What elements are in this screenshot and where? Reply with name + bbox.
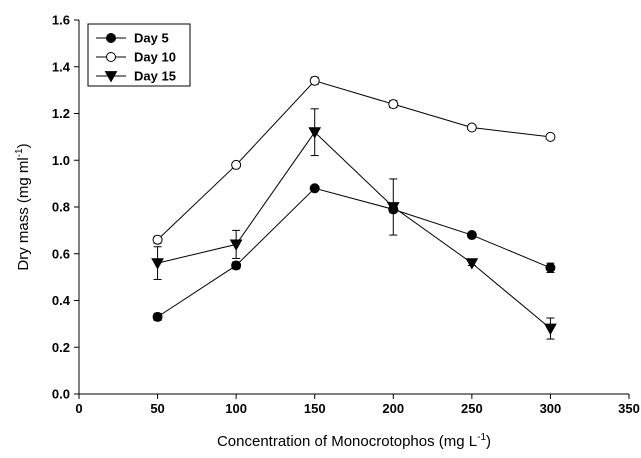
x-tick-label: 350 bbox=[618, 401, 640, 416]
data-point bbox=[309, 183, 320, 194]
y-tick-label: 0.0 bbox=[52, 387, 70, 402]
y-tick-label: 0.2 bbox=[52, 340, 70, 355]
y-axis-label-end: ) bbox=[15, 143, 32, 148]
data-point bbox=[388, 99, 399, 110]
data-point bbox=[386, 202, 400, 214]
legend-marker bbox=[106, 52, 116, 62]
data-point bbox=[545, 131, 556, 142]
data-point bbox=[466, 122, 477, 133]
legend: Day 5 Day 10 Day 15 bbox=[87, 23, 191, 87]
series-line bbox=[157, 187, 551, 318]
y-tick-label: 1.4 bbox=[52, 59, 71, 74]
data-point bbox=[231, 260, 242, 271]
series-line bbox=[157, 80, 551, 241]
series-line bbox=[157, 131, 551, 329]
y-tick-label: 0.4 bbox=[52, 293, 71, 308]
series-2 bbox=[152, 75, 556, 245]
legend-item: Day 15 bbox=[96, 69, 176, 84]
data-point bbox=[545, 262, 556, 273]
y-axis-label: Dry mass (mg ml-1) bbox=[14, 143, 32, 270]
data-point bbox=[151, 258, 164, 270]
x-tick-label: 50 bbox=[150, 401, 164, 416]
x-tick-label: 300 bbox=[540, 401, 562, 416]
y-axis-label-main: Dry mass (mg ml bbox=[15, 157, 32, 270]
legend-label: Day 10 bbox=[134, 50, 176, 65]
y-ticks: 0.0 0.2 0.4 0.6 0.8 1.0 1.2 1.4 1.6 bbox=[52, 13, 79, 402]
x-axis-label-end: ) bbox=[486, 433, 491, 450]
x-ticks: 0 50 100 150 200 250 300 350 bbox=[75, 394, 640, 416]
data-point bbox=[544, 323, 557, 336]
y-tick-label: 1.6 bbox=[52, 13, 70, 28]
series-3 bbox=[151, 108, 557, 340]
x-axis-label-main: Concentration of Monocrotophos (mg L bbox=[217, 433, 477, 450]
legend-label: Day 15 bbox=[134, 69, 176, 84]
x-tick-label: 150 bbox=[304, 401, 326, 416]
y-tick-label: 1.2 bbox=[52, 106, 70, 121]
x-tick-label: 200 bbox=[382, 401, 404, 416]
data-point bbox=[308, 127, 322, 139]
y-tick-label: 1.0 bbox=[52, 153, 70, 168]
legend-marker bbox=[104, 71, 118, 83]
data-point bbox=[309, 75, 320, 86]
x-axis-label-sup: -1 bbox=[477, 432, 486, 443]
x-axis-label: Concentration of Monocrotophos (mg L-1) bbox=[217, 432, 491, 450]
y-axis-label-sup: -1 bbox=[14, 148, 25, 157]
legend-item: Day 5 bbox=[96, 31, 169, 46]
plot-area bbox=[151, 75, 557, 340]
y-tick-label: 0.8 bbox=[52, 200, 70, 215]
y-tick-label: 0.6 bbox=[52, 246, 70, 261]
legend-marker bbox=[106, 33, 116, 43]
x-tick-label: 250 bbox=[461, 401, 483, 416]
legend-label: Day 5 bbox=[134, 31, 169, 46]
data-point bbox=[152, 234, 163, 245]
data-point bbox=[231, 159, 242, 170]
data-point bbox=[465, 258, 479, 270]
data-point bbox=[229, 239, 243, 251]
x-tick-label: 100 bbox=[225, 401, 247, 416]
legend-item: Day 10 bbox=[96, 50, 176, 65]
x-tick-label: 0 bbox=[75, 401, 82, 416]
series-1 bbox=[152, 183, 556, 322]
data-point bbox=[466, 230, 477, 241]
data-point bbox=[152, 311, 163, 322]
